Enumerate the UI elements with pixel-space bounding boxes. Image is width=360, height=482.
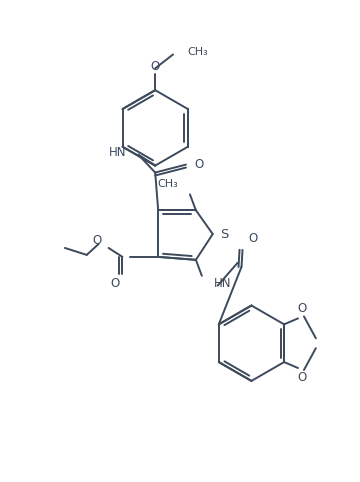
Text: O: O (194, 158, 203, 171)
Text: O: O (248, 231, 258, 244)
Text: HN: HN (214, 277, 231, 290)
Text: O: O (297, 372, 307, 385)
Text: O: O (92, 233, 101, 246)
Text: HN: HN (109, 146, 126, 159)
Text: O: O (110, 277, 119, 290)
Text: O: O (297, 302, 307, 315)
Text: CH₃: CH₃ (157, 179, 178, 189)
Text: O: O (150, 60, 160, 73)
Text: CH₃: CH₃ (187, 47, 208, 57)
Text: S: S (220, 228, 229, 241)
